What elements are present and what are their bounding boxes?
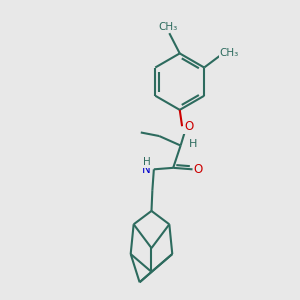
Text: O: O: [194, 163, 203, 176]
Text: O: O: [184, 120, 193, 133]
Text: CH₃: CH₃: [220, 48, 239, 58]
Text: H: H: [142, 157, 150, 167]
Text: H: H: [189, 139, 197, 149]
Text: N: N: [142, 163, 151, 176]
Text: CH₃: CH₃: [158, 22, 178, 32]
